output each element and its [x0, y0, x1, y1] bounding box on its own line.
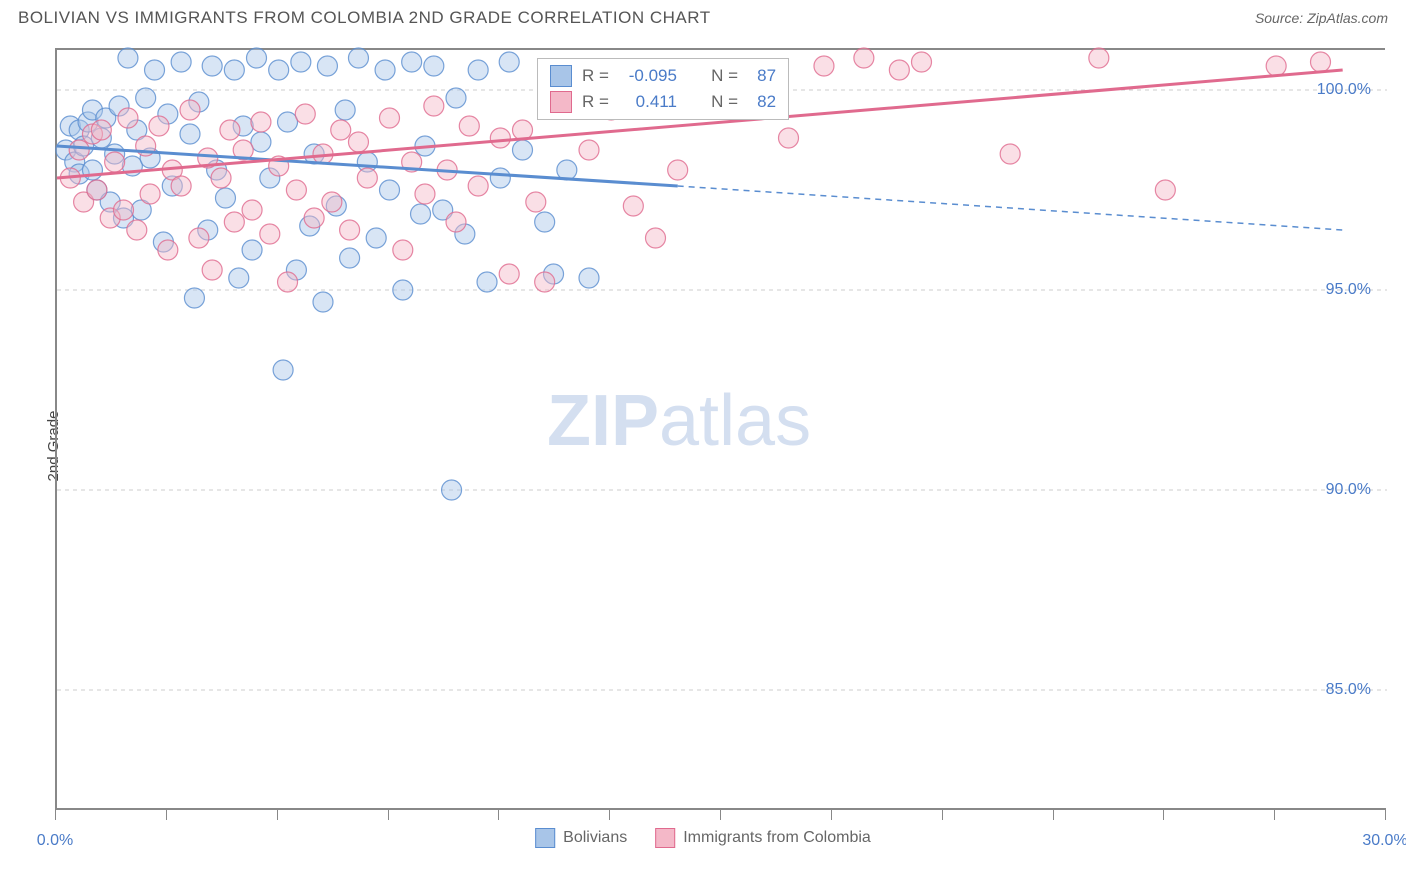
source-label: Source: ZipAtlas.com: [1255, 10, 1388, 26]
legend-swatch-bolivians: [535, 828, 555, 848]
y-tick-label: 85.0%: [1326, 681, 1371, 699]
x-tick: [1053, 808, 1054, 820]
correlation-stat-box: R = -0.095 N = 87 R = 0.411 N = 82: [537, 58, 789, 120]
legend-swatch-colombia: [655, 828, 675, 848]
stat-row: R = -0.095 N = 87: [550, 65, 776, 87]
x-tick: [609, 808, 610, 820]
y-tick-label: 90.0%: [1326, 481, 1371, 499]
legend-label-colombia: Immigrants from Colombia: [683, 829, 871, 847]
chart-svg: [57, 50, 1385, 808]
bottom-legend: Bolivians Immigrants from Colombia: [535, 828, 871, 848]
x-tick: [55, 808, 56, 820]
legend-item-colombia: Immigrants from Colombia: [655, 828, 871, 848]
x-tick: [1274, 808, 1275, 820]
legend-item-bolivians: Bolivians: [535, 828, 627, 848]
y-tick-label: 95.0%: [1326, 281, 1371, 299]
legend-label-bolivians: Bolivians: [563, 829, 627, 847]
x-tick-label: 30.0%: [1362, 832, 1406, 850]
x-tick: [498, 808, 499, 820]
x-tick: [1163, 808, 1164, 820]
y-tick-label: 100.0%: [1317, 81, 1371, 99]
x-tick: [720, 808, 721, 820]
x-tick-label: 0.0%: [37, 832, 73, 850]
plot-area: ZIPatlas R = -0.095 N = 87R = 0.411 N = …: [55, 48, 1385, 808]
x-tick: [388, 808, 389, 820]
x-tick: [831, 808, 832, 820]
chart-title: BOLIVIAN VS IMMIGRANTS FROM COLOMBIA 2ND…: [18, 8, 711, 28]
title-bar: BOLIVIAN VS IMMIGRANTS FROM COLOMBIA 2ND…: [0, 0, 1406, 32]
x-tick: [1385, 808, 1386, 820]
x-tick: [277, 808, 278, 820]
x-tick: [942, 808, 943, 820]
stat-row: R = 0.411 N = 82: [550, 91, 776, 113]
stat-swatch: [550, 65, 572, 87]
x-tick: [166, 808, 167, 820]
stat-swatch: [550, 91, 572, 113]
